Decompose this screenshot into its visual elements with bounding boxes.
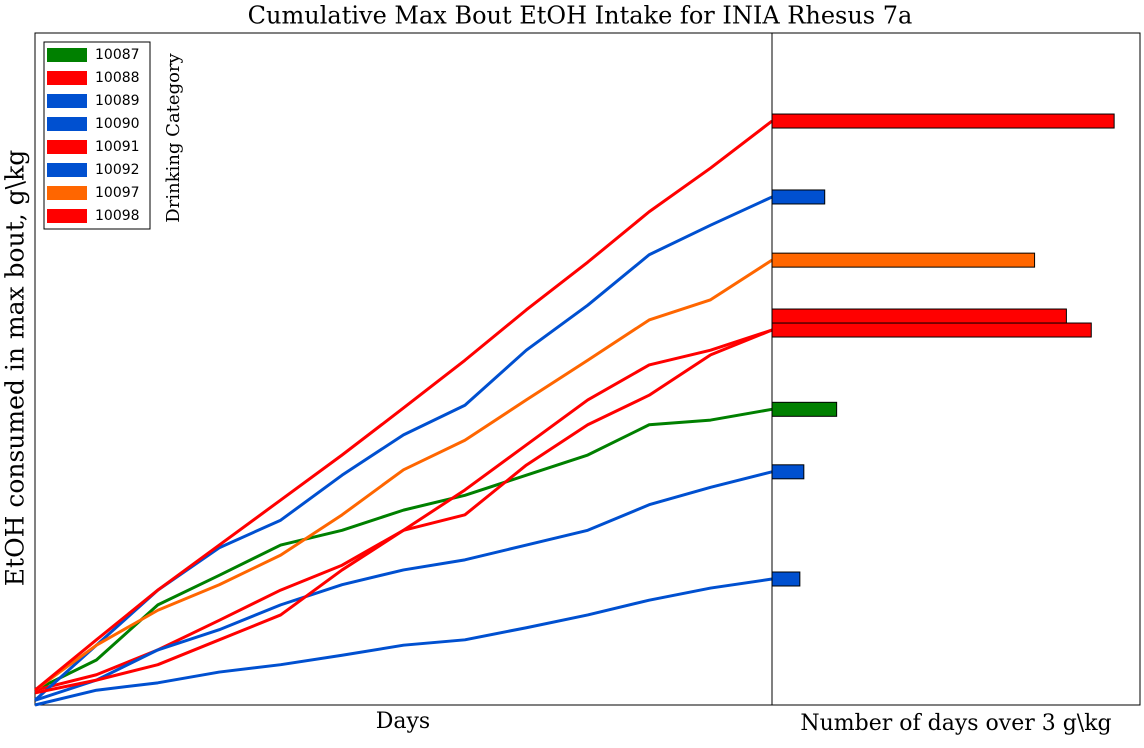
legend-swatch [47,163,87,177]
days-over-bar [771,322,1092,338]
x-axis-label: Days [376,709,430,734]
legend-swatch [47,209,87,223]
series-line [34,407,773,692]
legend-swatch [47,117,87,131]
days-over-bar [771,252,1036,268]
days-over-bar [771,401,838,417]
legend-label: 10092 [95,162,140,178]
y-axis-label: EtOH consumed in max bout, g\kg [1,150,30,586]
days-over-bar [771,189,826,205]
legend-swatch [47,140,87,154]
series-line [34,470,773,702]
legend-label: 10090 [95,116,140,132]
legend-swatch [47,48,87,62]
legend-label: 10097 [95,185,140,201]
series-line [34,119,773,692]
legend-label: 10098 [95,208,140,224]
days-over-bar [771,571,801,587]
series-line [33,195,773,702]
legend-label: 10091 [95,139,140,155]
legend-swatch [47,186,87,200]
legend-label: 10087 [95,47,140,63]
plot-frame [34,32,1141,706]
days-over-bar [771,308,1067,324]
days-over-bar [771,464,805,480]
chart-title: Cumulative Max Bout EtOH Intake for INIA… [248,2,913,30]
legend-swatch [47,71,87,85]
legend-label: 10089 [95,93,140,109]
bar-axis-label: Number of days over 3 g\kg [800,711,1111,736]
series-line [34,577,773,707]
legend-swatch [47,94,87,108]
series-line [34,258,773,692]
series-line [34,328,773,695]
legend-title: Drinking Category [163,52,184,222]
days-over-bar [771,113,1115,129]
legend-label: 10088 [95,70,140,86]
